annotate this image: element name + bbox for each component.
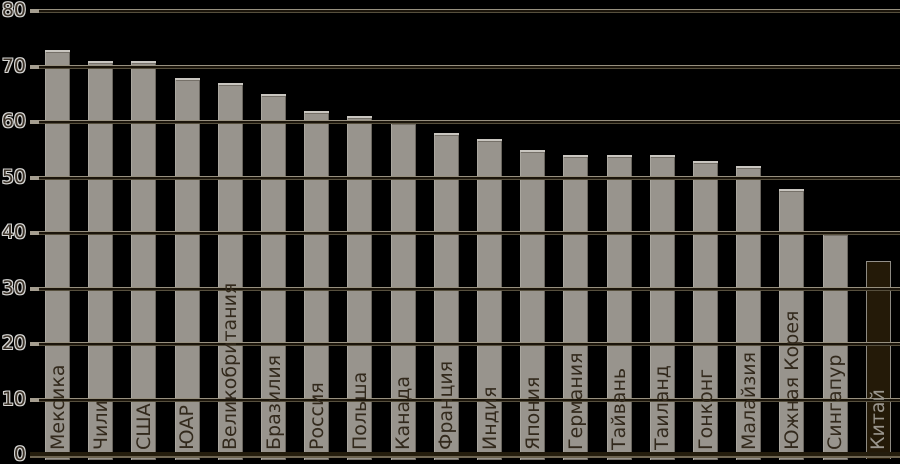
y-axis-tick-20 (30, 342, 39, 346)
y-axis-tick-60 (30, 120, 39, 124)
bar-label: Малайзия (737, 351, 760, 450)
y-tick-label: 0 (13, 443, 26, 464)
y-tick-label: 80 (1, 0, 26, 21)
plot-area: Мексика Чили США ЮАР Великобритания Бразилия Р… (30, 0, 900, 464)
bar (477, 138, 502, 460)
gridline-80 (30, 9, 900, 13)
bar (822, 233, 848, 460)
bar-label: ЮАР (176, 405, 199, 450)
bar-label: Мексика (46, 364, 69, 450)
bar (217, 83, 243, 460)
y-tick-label: 50 (1, 165, 26, 188)
bar (304, 110, 330, 460)
y-axis-tick-30 (30, 286, 39, 291)
bar (433, 133, 459, 460)
bar (693, 160, 718, 460)
bar (563, 155, 589, 460)
bar (606, 155, 632, 460)
y-tick-label: 40 (1, 221, 26, 243)
bar-label: Китай (867, 389, 890, 450)
bar-label: Сингапур (824, 354, 847, 450)
y-axis-tick-40 (30, 231, 39, 235)
x-axis-line (30, 452, 900, 458)
gridline-10 (30, 397, 900, 402)
bar-label: Россия (305, 382, 328, 450)
y-tick-label: 20 (1, 332, 26, 354)
bar-label: Канада (392, 376, 415, 450)
bar-label: Южная Корея (780, 310, 803, 450)
bar (131, 60, 157, 460)
bar-label: Бразилия (262, 354, 285, 450)
y-axis-tick-10 (30, 397, 39, 402)
gridline-30 (30, 286, 900, 291)
bar-label: Польша (348, 371, 371, 450)
y-tick-label: 60 (1, 110, 26, 132)
bar (174, 77, 200, 460)
gridline-40 (30, 231, 900, 235)
bar-label: Франция (435, 360, 458, 450)
gridline-70 (30, 64, 900, 69)
y-axis-tick-80 (30, 9, 39, 13)
highlight-bar (865, 260, 891, 459)
bar-label: Великобритания (219, 282, 242, 450)
gridline-20 (30, 342, 900, 346)
bar (88, 60, 114, 460)
bar (736, 166, 762, 460)
y-tick-label: 70 (1, 54, 26, 77)
bar (45, 49, 70, 460)
y-tick-label: 30 (1, 276, 26, 299)
bar-label: Германия (564, 352, 587, 450)
bar (649, 155, 675, 460)
gridline-50 (30, 175, 900, 180)
bar (520, 149, 546, 460)
y-tick-label: 10 (1, 387, 26, 410)
gridline-60 (30, 120, 900, 124)
bar-label: Индия (478, 386, 501, 450)
y-axis-tick-70 (30, 64, 39, 69)
bar-label: Гонконг (694, 368, 717, 450)
bar-label: Тайвань (608, 367, 631, 450)
y-axis-tick-50 (30, 175, 39, 180)
bar-label: Чили (89, 400, 112, 450)
bar-label: Таиланд (651, 365, 674, 450)
bar-label: Япония (521, 376, 544, 450)
bar-label: США (132, 403, 155, 450)
